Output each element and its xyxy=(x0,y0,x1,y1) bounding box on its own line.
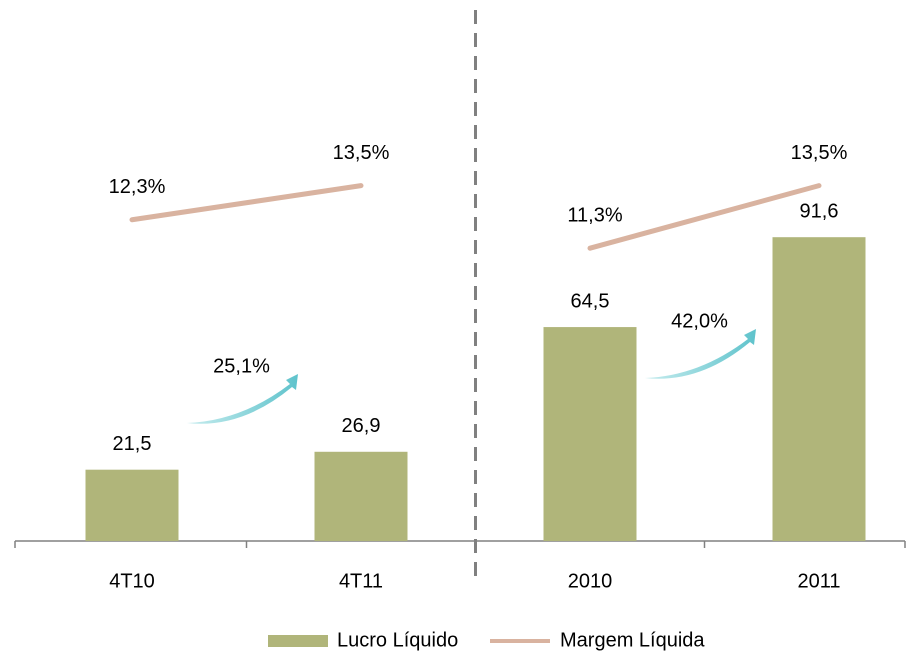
bar xyxy=(85,469,179,541)
x-tick-label: 4T10 xyxy=(109,570,155,592)
line xyxy=(129,183,364,223)
bar xyxy=(543,327,637,541)
data-label: 13,5% xyxy=(791,142,848,164)
data-label: 26,9 xyxy=(342,415,381,437)
data-label: 11,3% xyxy=(567,204,622,226)
x-tick-label: 2010 xyxy=(568,570,613,592)
legend-label: Lucro Líquido xyxy=(337,629,458,651)
bar xyxy=(314,451,408,541)
growth-arrow xyxy=(187,374,298,424)
data-label: 91,6 xyxy=(800,200,839,222)
data-label: 21,5 xyxy=(113,433,152,455)
bar xyxy=(772,237,866,541)
data-label: 13,5% xyxy=(333,142,390,164)
growth-label: 42,0% xyxy=(671,310,728,332)
x-tick-label: 4T11 xyxy=(339,570,383,592)
legend-label: Margem Líquida xyxy=(560,629,705,651)
line xyxy=(587,183,822,251)
x-tick-label: 2011 xyxy=(797,570,840,592)
growth-label: 25,1% xyxy=(213,355,270,377)
legend-swatch xyxy=(268,635,328,647)
growth-arrow xyxy=(645,329,756,379)
data-label: 12,3% xyxy=(109,176,166,198)
data-label: 64,5 xyxy=(571,290,610,312)
